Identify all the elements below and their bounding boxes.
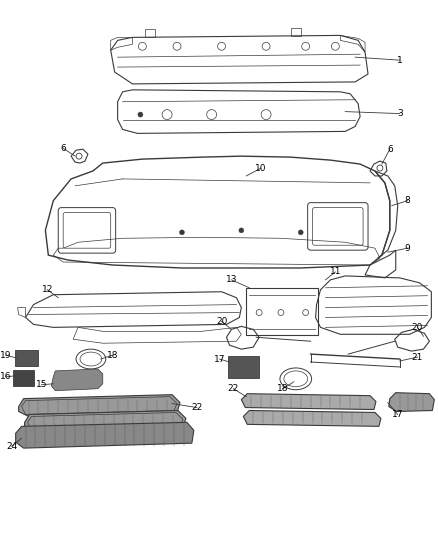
Text: 9: 9 bbox=[405, 244, 410, 253]
Text: 17: 17 bbox=[214, 354, 225, 364]
Polygon shape bbox=[241, 394, 376, 409]
Bar bbox=[246, 288, 318, 335]
Polygon shape bbox=[25, 410, 186, 432]
Text: 3: 3 bbox=[397, 109, 403, 118]
Text: 17: 17 bbox=[392, 410, 403, 419]
Circle shape bbox=[180, 230, 184, 235]
Text: 6: 6 bbox=[60, 144, 66, 153]
Polygon shape bbox=[244, 410, 381, 426]
Text: 18: 18 bbox=[107, 351, 118, 360]
Text: 12: 12 bbox=[42, 285, 53, 294]
Text: 6: 6 bbox=[387, 145, 393, 154]
FancyBboxPatch shape bbox=[15, 350, 39, 366]
Polygon shape bbox=[16, 422, 194, 448]
FancyBboxPatch shape bbox=[228, 356, 259, 378]
Text: 20: 20 bbox=[216, 317, 227, 326]
Text: 24: 24 bbox=[6, 442, 18, 450]
Polygon shape bbox=[51, 369, 103, 391]
Text: 18: 18 bbox=[277, 384, 289, 393]
Text: 21: 21 bbox=[412, 352, 423, 361]
Text: 11: 11 bbox=[330, 268, 341, 277]
Text: 20: 20 bbox=[412, 323, 423, 332]
Circle shape bbox=[239, 228, 244, 233]
Polygon shape bbox=[19, 394, 180, 416]
Text: 19: 19 bbox=[0, 351, 11, 360]
Text: 8: 8 bbox=[405, 196, 410, 205]
Text: 13: 13 bbox=[226, 276, 237, 285]
Circle shape bbox=[138, 112, 143, 117]
Text: 1: 1 bbox=[397, 55, 403, 64]
Text: 15: 15 bbox=[35, 380, 47, 389]
Text: 10: 10 bbox=[255, 164, 267, 173]
FancyBboxPatch shape bbox=[13, 370, 35, 386]
Circle shape bbox=[298, 230, 303, 235]
Text: 16: 16 bbox=[0, 373, 11, 381]
Text: 22: 22 bbox=[191, 403, 202, 412]
Polygon shape bbox=[389, 393, 434, 411]
Text: 22: 22 bbox=[228, 384, 239, 393]
